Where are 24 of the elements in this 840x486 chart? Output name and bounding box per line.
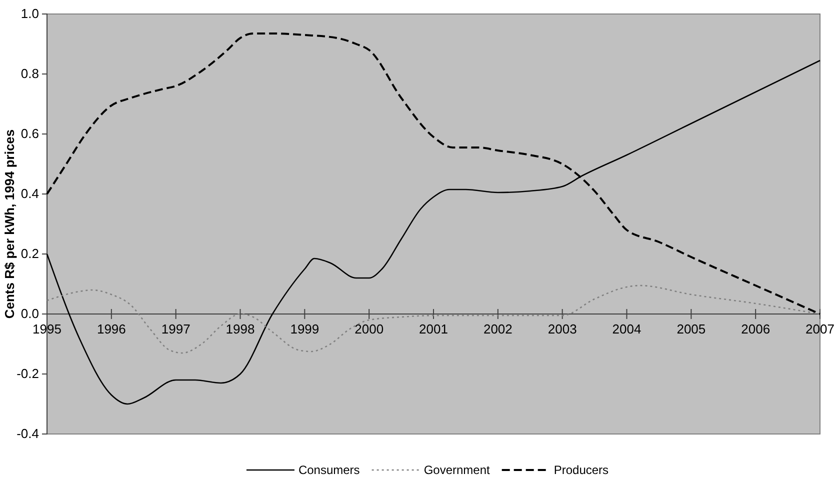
x-tick-label: 1996 [96,322,126,337]
y-tick-label: 0.4 [20,186,39,202]
x-tick-label: 2001 [419,322,448,337]
y-tick-label: 1.0 [20,6,39,22]
x-tick-label: 2004 [612,322,642,337]
legend-label: Producers [554,463,609,478]
x-tick-label: 2002 [483,322,512,337]
x-tick-label: 1999 [290,322,320,337]
x-tick-label: 1998 [226,322,255,337]
x-tick-label: 2007 [806,322,834,337]
y-tick-label: -0.4 [16,426,39,442]
y-tick-label: 0.2 [20,246,39,262]
legend-label: Government [424,463,491,478]
y-tick-label: 0.6 [20,126,39,142]
y-tick-label: -0.2 [16,366,39,382]
x-tick-label: 2003 [548,322,577,337]
y-axis-title: Cents R$ per kWh, 1994 prices [2,129,17,319]
y-tick-label: 0.0 [20,306,39,322]
x-tick-label: 2006 [741,322,770,337]
x-tick-label: 2005 [676,322,706,337]
y-tick-label: 0.8 [20,66,39,82]
legend-label: Consumers [298,463,360,478]
x-tick-label: 2000 [354,322,384,337]
x-tick-label: 1997 [161,322,190,337]
